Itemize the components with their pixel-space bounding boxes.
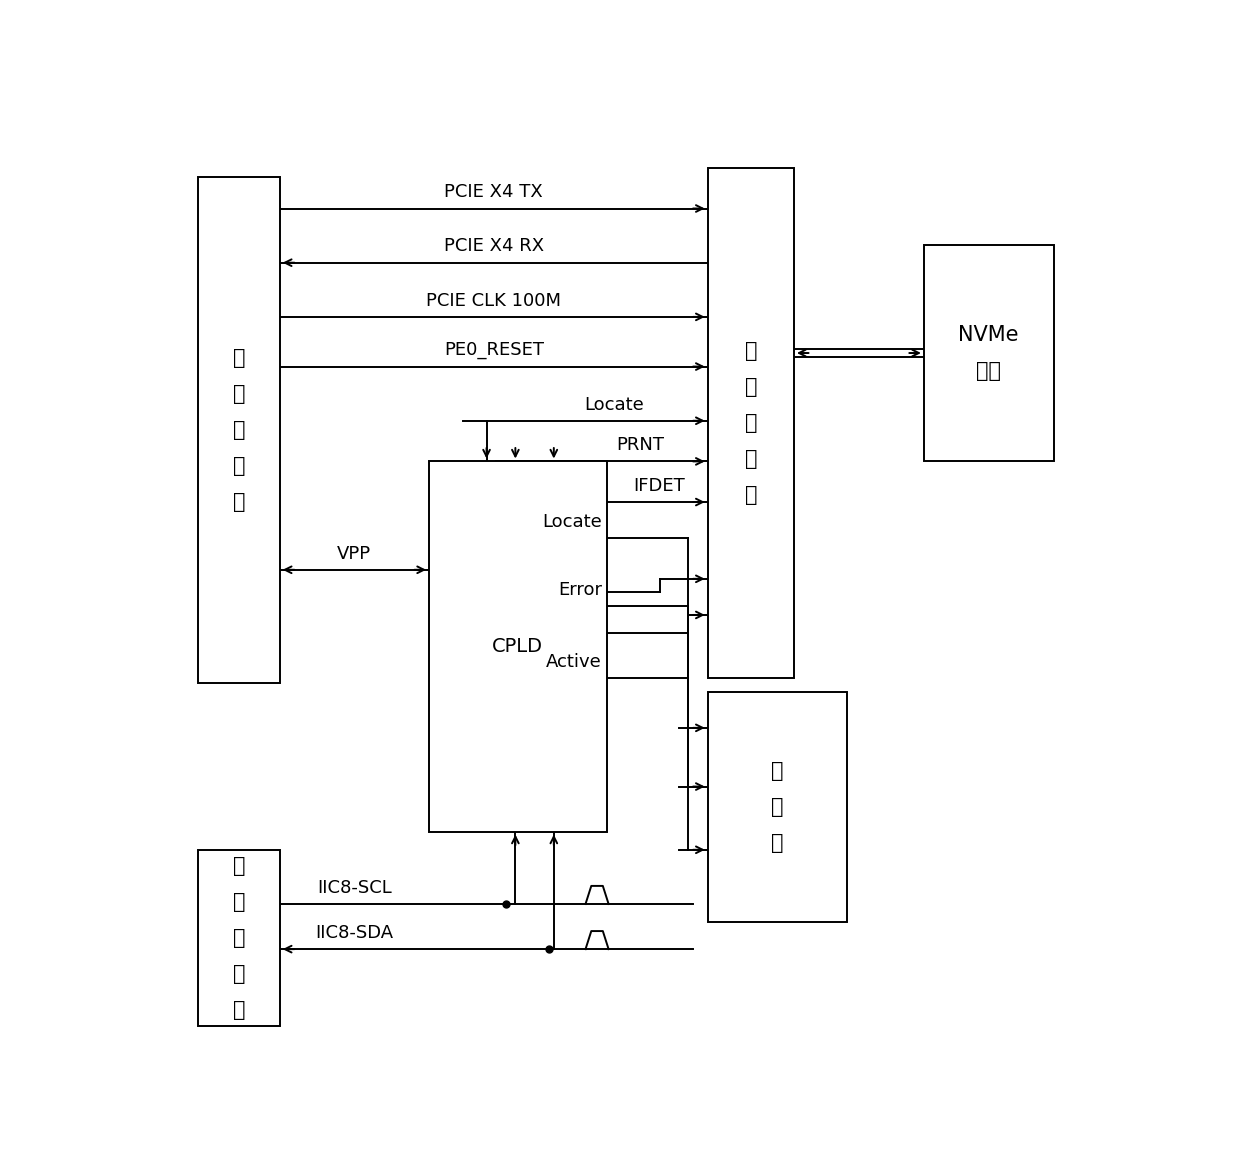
Text: Locate: Locate <box>584 395 644 414</box>
Text: PCIE X4 TX: PCIE X4 TX <box>444 183 543 202</box>
Text: Error: Error <box>558 581 601 598</box>
Text: 第
二
连
接
器: 第 二 连 接 器 <box>233 856 246 1019</box>
Bar <box>429 461 606 832</box>
Bar <box>708 168 794 678</box>
Bar <box>708 692 847 922</box>
Text: VPP: VPP <box>337 544 372 563</box>
Text: PRNT: PRNT <box>616 436 665 454</box>
Text: CPLD: CPLD <box>492 637 543 656</box>
Text: IIC8-SDA: IIC8-SDA <box>315 924 393 942</box>
Text: 指
示
灯: 指 示 灯 <box>771 761 784 853</box>
Text: Active: Active <box>546 653 601 671</box>
Bar <box>198 177 280 683</box>
Text: IIC8-SCL: IIC8-SCL <box>317 879 392 896</box>
Text: PE0_RESET: PE0_RESET <box>444 341 544 359</box>
Text: 第
一
连
接
器: 第 一 连 接 器 <box>233 347 246 511</box>
Text: IFDET: IFDET <box>634 476 686 495</box>
Text: NVMe
硬盘: NVMe 硬盘 <box>959 325 1019 381</box>
Text: Locate: Locate <box>542 513 601 531</box>
Text: 第
三
连
接
器: 第 三 连 接 器 <box>744 341 758 506</box>
Bar <box>924 245 1054 461</box>
Bar <box>198 849 280 1026</box>
Text: PCIE CLK 100M: PCIE CLK 100M <box>427 292 562 310</box>
Text: PCIE X4 RX: PCIE X4 RX <box>444 237 544 256</box>
